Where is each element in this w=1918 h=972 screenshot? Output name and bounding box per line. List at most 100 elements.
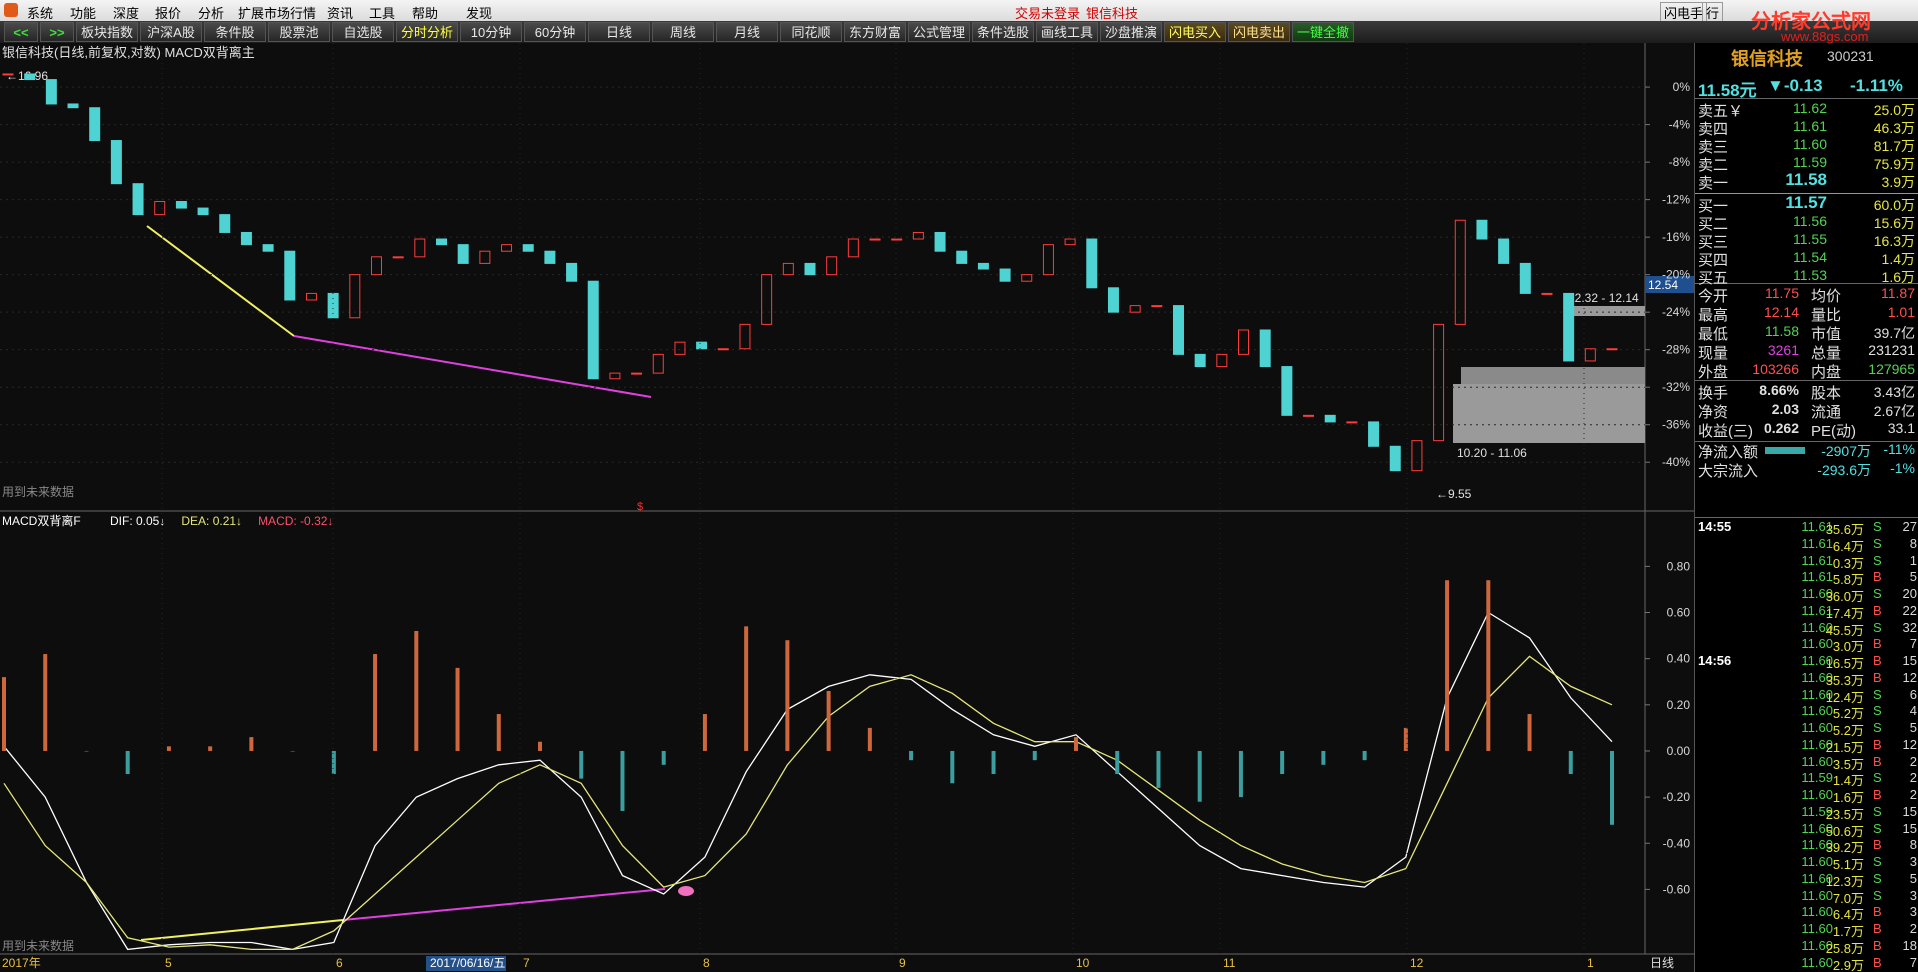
trade-volume: 5.2万	[1832, 723, 1864, 738]
stat-label: 内盘	[1811, 364, 1842, 381]
trade-side: S	[1873, 770, 1882, 786]
legend-entry: MACD: -0.32↓	[258, 514, 333, 528]
range-label: 10.20 - 11.06	[1457, 446, 1527, 460]
candle	[24, 73, 36, 81]
toolbar-button[interactable]: 闪电卖出	[1228, 22, 1290, 42]
date-label: 12	[1410, 956, 1424, 970]
candle	[587, 280, 599, 380]
trade-price: 11.60	[1801, 820, 1833, 836]
candle	[1346, 421, 1358, 424]
toolbar-button[interactable]: 条件股	[204, 22, 266, 42]
candle	[739, 323, 751, 350]
toolbar-button[interactable]: 周线	[652, 22, 714, 42]
flow-pct: -11%	[1883, 441, 1915, 457]
book-volume: 75.9万	[1873, 156, 1915, 172]
y-tick-label: 0.80	[1667, 559, 1691, 573]
y-tick-label: -0.40	[1663, 836, 1691, 850]
toolbar-button[interactable]: 画线工具	[1036, 22, 1098, 42]
top-button[interactable]: 闪电手	[1660, 2, 1708, 23]
date-label: 2017/06/16/五	[430, 956, 505, 970]
toolbar-button[interactable]: 东方财富	[844, 22, 906, 42]
toolbar-button[interactable]: 条件选股	[972, 22, 1034, 42]
date-label: 8	[703, 956, 710, 970]
candle	[717, 348, 729, 351]
trade-side: B	[1873, 569, 1882, 585]
flow-bar	[1765, 447, 1805, 454]
candle	[175, 201, 187, 209]
menu-item[interactable]: 系统	[27, 6, 54, 21]
candle	[436, 238, 448, 246]
toolbar-button[interactable]: 闪电买入	[1164, 22, 1226, 42]
trade-side: S	[1873, 887, 1882, 903]
toolbar-button[interactable]: 板块指数	[76, 22, 138, 42]
separator	[1695, 380, 1918, 381]
macd-bar	[331, 750, 336, 775]
candle	[284, 250, 296, 301]
change-pct: -1.11%	[1850, 76, 1903, 95]
candle	[1238, 329, 1250, 355]
stat-value: 1.01	[1887, 304, 1915, 320]
trade-count: 2	[1909, 921, 1917, 936]
toolbar-button[interactable]: 同花顺	[780, 22, 842, 42]
top-button[interactable]: 行	[1702, 2, 1724, 23]
toolbar-button[interactable]: 股票池	[268, 22, 330, 42]
menu-item[interactable]: 工具	[369, 6, 396, 21]
menu-item[interactable]: 深度	[113, 6, 140, 21]
toolbar-button[interactable]: 60分钟	[524, 22, 586, 42]
toolbar-button[interactable]: 分时分析	[396, 22, 458, 42]
menu-item[interactable]: 功能	[70, 6, 97, 21]
candle	[1519, 262, 1531, 294]
toolbar-button[interactable]: 日线	[588, 22, 650, 42]
candle	[1281, 366, 1293, 416]
trade-count: 8	[1909, 837, 1917, 853]
signal-dot	[678, 886, 694, 896]
trade-count: 2	[1909, 753, 1917, 769]
stat-label: 总量	[1811, 345, 1842, 362]
candle	[1064, 238, 1076, 246]
menu-item[interactable]: 帮助	[412, 6, 439, 21]
trade-side: B	[1873, 921, 1882, 936]
toolbar-button[interactable]: 公式管理	[908, 22, 970, 42]
candle	[305, 292, 317, 301]
trade-side: S	[1873, 820, 1882, 836]
macd-bar	[1403, 727, 1408, 751]
toolbar-button[interactable]: 沙盘推演	[1100, 22, 1162, 42]
toolbar-button[interactable]: 一键全撤	[1292, 22, 1354, 42]
trade-price: 11.60	[1801, 954, 1833, 970]
macd-bar	[785, 640, 790, 751]
y-tick-label: 0.40	[1667, 652, 1691, 666]
candle	[544, 250, 556, 264]
indicator-line	[3, 611, 1613, 951]
menu-item[interactable]: 资讯	[327, 6, 354, 21]
trade-count: 7	[1909, 636, 1917, 652]
macd-bar	[1115, 750, 1120, 775]
trade-volume: 23.5万	[1825, 806, 1864, 822]
menu-item[interactable]: 扩展市场行情	[238, 6, 317, 21]
macd-bar	[1156, 750, 1161, 788]
trade-volume: 50.6万	[1825, 823, 1864, 839]
toolbar-button[interactable]: 10分钟	[460, 22, 522, 42]
toolbar-button[interactable]: 月线	[716, 22, 778, 42]
menu-item[interactable]: 分析	[198, 6, 225, 21]
menu-item[interactable]: 报价	[155, 6, 182, 21]
candle	[197, 207, 209, 216]
toolbar-button[interactable]: 自选股	[332, 22, 394, 42]
macd-bar	[249, 737, 254, 751]
y-tick-label: -0.60	[1663, 882, 1691, 896]
trade-volume: 5.1万	[1832, 857, 1864, 872]
toolbar-button[interactable]: 沪深A股	[140, 22, 202, 42]
stat-value: 2.67亿	[1873, 403, 1915, 419]
trade-volume: 35.6万	[1825, 522, 1864, 537]
macd-bar	[620, 750, 625, 811]
toolbar-button[interactable]: >>	[40, 22, 74, 42]
candle	[934, 231, 946, 252]
macd-bar	[909, 750, 914, 761]
trade-volume: 45.5万	[1825, 622, 1864, 638]
book-price: 11.54	[1793, 249, 1827, 265]
toolbar-button[interactable]: <<	[4, 22, 38, 42]
range-label: 12.32 - 12.14	[1568, 291, 1639, 305]
menu-item[interactable]: 发现	[466, 6, 493, 21]
candle	[804, 262, 816, 276]
quote-panel: 分析家公式网 www.88gs.com 银信科技 300231 11.58元 ▼-0.13…	[1694, 11, 1918, 972]
trade-volume: 39.2万	[1825, 840, 1864, 856]
